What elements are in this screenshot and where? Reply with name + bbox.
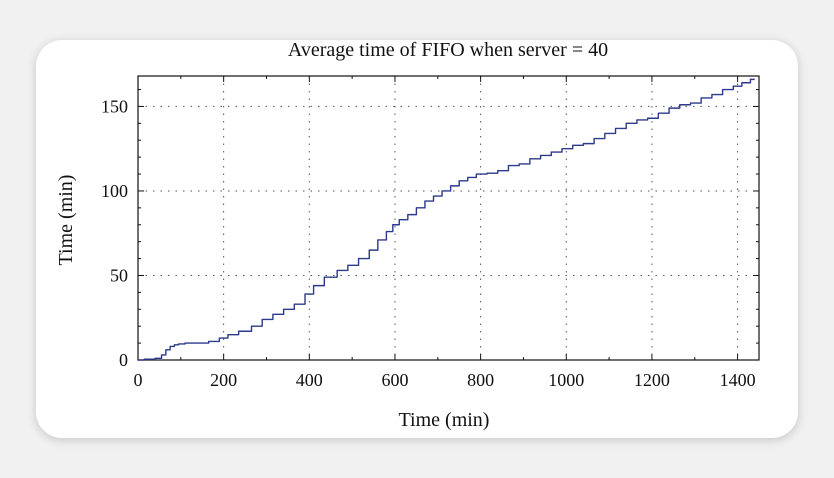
y-axis: 0 50 100 150 — [101, 89, 759, 370]
x-tick-label: 1000 — [548, 370, 584, 390]
series-line — [138, 78, 755, 361]
grid — [137, 76, 759, 361]
x-axis: 0 200 400 600 800 1000 1200 1400 — [134, 76, 756, 390]
x-tick-label: 0 — [134, 370, 143, 390]
y-axis-title: Time (min) — [55, 175, 77, 266]
y-tick-label: 150 — [101, 96, 128, 116]
x-tick-label: 400 — [296, 370, 323, 390]
chart-title: Average time of FIFO when server = 40 — [288, 39, 608, 61]
x-tick-label: 200 — [210, 370, 237, 390]
x-tick-label: 800 — [467, 370, 494, 390]
series-layer — [138, 78, 755, 361]
y-tick-label: 50 — [110, 265, 128, 285]
y-tick-label: 0 — [119, 350, 128, 370]
x-tick-label: 1200 — [634, 370, 670, 390]
x-tick-label: 600 — [381, 370, 408, 390]
x-tick-label: 1400 — [720, 370, 756, 390]
y-tick-label: 100 — [101, 181, 128, 201]
plot-frame — [137, 75, 760, 361]
x-axis-title: Time (min) — [399, 409, 490, 431]
